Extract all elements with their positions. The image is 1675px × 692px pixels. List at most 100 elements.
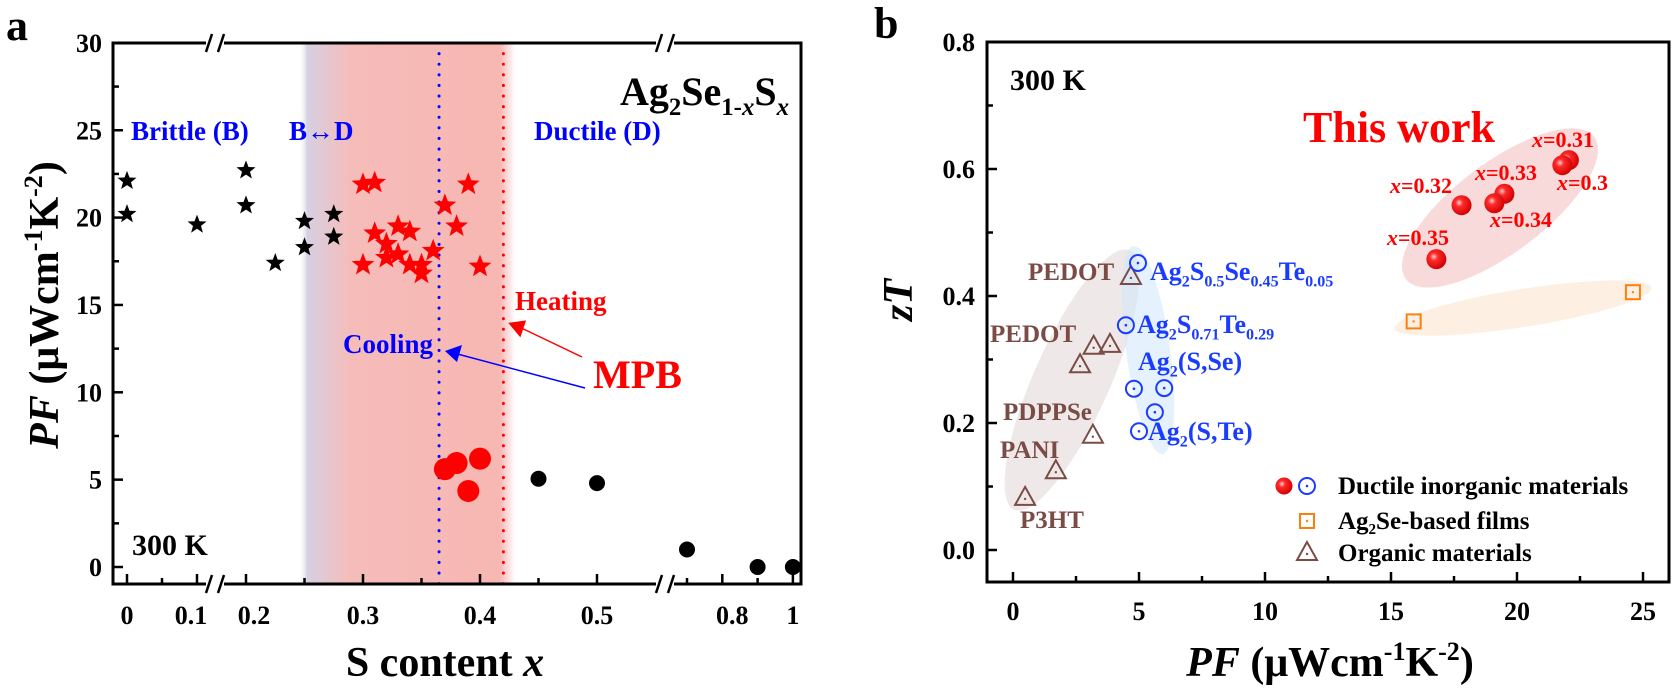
ball-marker <box>1275 477 1293 495</box>
text-part: (S,Se) <box>1178 347 1242 376</box>
star-marker <box>386 214 410 236</box>
triangle-marker <box>1119 263 1143 285</box>
text-part: K <box>22 197 68 230</box>
legend: Ductile inorganic materials Ag₂Se-based f… <box>1275 473 1628 567</box>
text-part: 2 <box>1170 364 1178 381</box>
star-marker <box>324 204 344 223</box>
marker-center-dot <box>1305 552 1309 556</box>
text-part: 1- <box>721 94 742 121</box>
triangle-marker <box>1013 484 1037 506</box>
star-marker <box>236 160 256 179</box>
text-part: Ag <box>1137 310 1169 339</box>
this-work-point-label: x=0.34 <box>1489 207 1552 232</box>
inorganic-ellipse <box>1121 245 1175 455</box>
y-tick-label: 20 <box>76 204 102 233</box>
circle-marker <box>457 480 480 503</box>
y-tick-label: 0.0 <box>943 536 976 565</box>
text-part: =0.33 <box>1486 160 1537 185</box>
text-part: x <box>1474 160 1486 185</box>
triangle-marker <box>1081 333 1106 355</box>
text-part: ) <box>1460 640 1474 686</box>
text-part: 0.29 <box>1246 327 1274 344</box>
temperature-label: 300 K <box>132 529 209 562</box>
text-part: 0.05 <box>1305 274 1333 291</box>
triangle-marker <box>1068 352 1092 374</box>
text-part: S <box>1190 257 1204 286</box>
text-part: =0.35 <box>1398 225 1449 250</box>
organic-ellipse <box>1004 249 1140 511</box>
text-part: x <box>776 94 789 121</box>
y-tick-label: 0.4 <box>943 282 976 311</box>
text-part: 2 <box>1182 274 1190 291</box>
cooling-arrowhead <box>445 345 462 362</box>
text-part: Te <box>1279 257 1306 286</box>
star-marker <box>386 242 410 264</box>
marker-center-dot <box>1305 484 1309 488</box>
text-part: =0.31 <box>1543 127 1594 152</box>
y-tick-label: 0.2 <box>943 409 976 438</box>
star-marker <box>236 195 256 214</box>
marker-center-dot <box>1108 344 1112 348</box>
text-part: =0.3 <box>1568 170 1608 195</box>
text-part: S <box>754 69 776 114</box>
star-marker <box>398 219 422 242</box>
circle-marker <box>469 447 491 470</box>
axis-break-mark <box>666 33 676 53</box>
this-work-point-label: x=0.32 <box>1389 173 1452 198</box>
circle-marker <box>679 541 695 558</box>
text-part: x <box>741 94 754 121</box>
marker-center-dot <box>1412 320 1415 323</box>
x-tick-label: 0.8 <box>716 601 749 630</box>
marker-center-dot <box>1305 519 1309 523</box>
open-circle-marker <box>1155 379 1174 398</box>
x-tick-label: 0 <box>121 601 134 630</box>
x-tick-label: 0.2 <box>238 601 271 630</box>
circle-marker <box>749 559 766 575</box>
y-tick-label: 0 <box>89 553 102 582</box>
text-part: x <box>1489 207 1501 232</box>
star-marker <box>468 254 492 277</box>
star-marker <box>456 172 480 195</box>
mpb-label: MPB <box>593 352 682 397</box>
axis-break-mark <box>654 574 664 594</box>
marker-center-dot <box>1162 386 1166 390</box>
x-tick-label: 10 <box>1252 597 1278 626</box>
panel-b: b 0.0 0.2 0.4 0.6 0.8 0 5 10 15 20 25 PF (μWcm-1K-2)… <box>874 0 1671 686</box>
organic-label: PANI <box>1000 437 1059 464</box>
text-part: =0.34 <box>1501 207 1552 232</box>
star-marker <box>433 193 457 216</box>
open-circle-marker <box>1145 403 1164 422</box>
star-marker <box>295 211 314 230</box>
legend-entry-label: Organic materials <box>1338 540 1532 567</box>
text-part: Se <box>1224 257 1250 286</box>
x-tick-label: 0.4 <box>464 601 497 630</box>
axis-break-mark <box>666 574 676 594</box>
panel-a: a 0 5 10 15 20 25 30 0 0.1 0.2 0.3 0.4 0.5 0.8 1 S conte… <box>6 1 803 686</box>
legend-entry-label: Ductile inorganic materials <box>1338 473 1628 500</box>
ball-marker <box>1451 195 1472 216</box>
star-marker <box>117 204 137 223</box>
text-part: -2 <box>1438 637 1460 666</box>
triangle-marker <box>1295 539 1319 561</box>
this-work-point-label: x=0.3 <box>1556 170 1608 195</box>
ball-marker <box>1426 249 1447 270</box>
open-circle-marker <box>1128 253 1147 272</box>
mpb-shaded-region <box>298 43 516 584</box>
text-part: 2 <box>1180 434 1188 451</box>
text-part: Ag <box>620 69 669 114</box>
text-part: S content <box>346 640 523 686</box>
triangle-marker <box>1098 331 1122 353</box>
square-marker <box>1624 284 1641 301</box>
text-part: Te <box>1220 310 1247 339</box>
marker-center-dot <box>1124 323 1128 327</box>
text-part: Se <box>681 69 721 114</box>
marker-center-dot <box>1078 365 1082 368</box>
panel-label-a: a <box>6 1 28 50</box>
this-work-point-label: x=0.35 <box>1386 225 1449 250</box>
films-ellipse <box>1394 280 1652 336</box>
star-marker <box>410 261 433 284</box>
text-part: Ag <box>1138 347 1170 376</box>
x-tick-label: 15 <box>1378 597 1404 626</box>
x-tick-label: 0 <box>1007 597 1020 626</box>
y-tick-label: 5 <box>89 466 102 495</box>
